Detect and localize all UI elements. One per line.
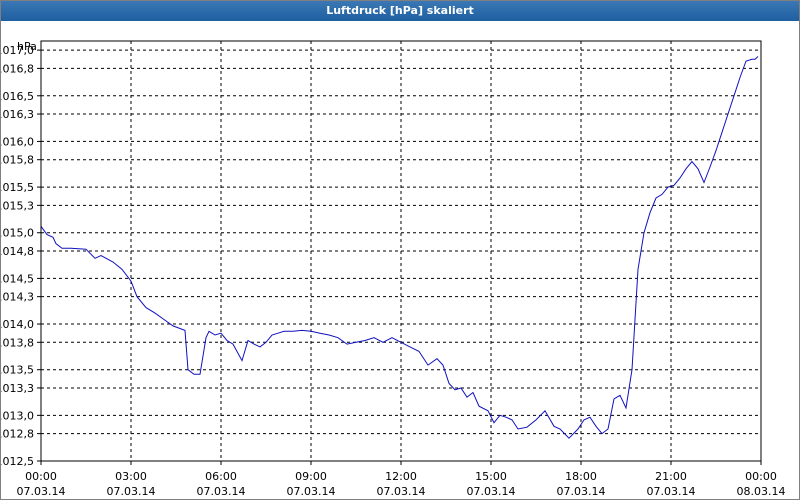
x-tick-time-label: 15:00 <box>475 470 507 483</box>
window-title: Luftdruck [hPa] skaliert <box>1 1 799 21</box>
x-tick-time-label: 00:00 <box>745 470 777 483</box>
y-tick-label: 1013,8 <box>1 336 34 349</box>
x-tick-time-label: 21:00 <box>655 470 687 483</box>
y-axis-unit-label: hPa <box>17 40 37 53</box>
y-tick-label: 1016,5 <box>1 90 34 103</box>
y-axis-ticks: 1012,5 1012,8 1013,0 1013,3 1013,5 1013,8 1014… <box>1 44 41 468</box>
x-tick-date-label: 07.03.14 <box>647 485 696 498</box>
y-tick-label: 1015,3 <box>1 199 34 212</box>
y-tick-label: 1016,3 <box>1 108 34 121</box>
y-tick-label: 1012,5 <box>1 455 34 468</box>
x-axis-ticks: 00:00 07.03.14 03:00 07.03.14 06:00 07.03.14 0… <box>17 461 786 498</box>
grid <box>41 41 761 462</box>
x-tick-time-label: 03:00 <box>115 470 147 483</box>
y-tick-label: 1012,8 <box>1 428 34 441</box>
x-tick-date-label: 08.03.14 <box>737 485 786 498</box>
y-tick-label: 1014,3 <box>1 291 34 304</box>
x-tick-date-label: 07.03.14 <box>287 485 336 498</box>
y-tick-label: 1015,0 <box>1 227 34 240</box>
x-tick-date-label: 07.03.14 <box>107 485 156 498</box>
x-tick-time-label: 06:00 <box>205 470 237 483</box>
x-tick-date-label: 07.03.14 <box>17 485 66 498</box>
x-tick-date-label: 07.03.14 <box>197 485 246 498</box>
y-tick-label: 1015,5 <box>1 181 34 194</box>
y-tick-label: 1016,0 <box>1 135 34 148</box>
y-tick-label: 1014,0 <box>1 318 34 331</box>
y-tick-label: 1013,0 <box>1 409 34 422</box>
y-tick-label: 1017,0 <box>1 44 34 57</box>
y-tick-label: 1014,8 <box>1 245 34 258</box>
x-tick-date-label: 07.03.14 <box>557 485 606 498</box>
x-tick-time-label: 09:00 <box>295 470 327 483</box>
x-tick-date-label: 07.03.14 <box>377 485 426 498</box>
y-tick-label: 1015,8 <box>1 154 34 167</box>
x-tick-time-label: 12:00 <box>385 470 417 483</box>
x-tick-date-label: 07.03.14 <box>467 485 516 498</box>
y-tick-label: 1013,5 <box>1 364 34 377</box>
x-tick-time-label: 00:00 <box>25 470 57 483</box>
y-tick-label: 1013,3 <box>1 382 34 395</box>
x-tick-time-label: 18:00 <box>565 470 597 483</box>
y-tick-label: 1014,5 <box>1 272 34 285</box>
pressure-series-line <box>40 56 759 439</box>
plot-area-border <box>40 40 762 462</box>
y-tick-label: 1016,8 <box>1 62 34 75</box>
